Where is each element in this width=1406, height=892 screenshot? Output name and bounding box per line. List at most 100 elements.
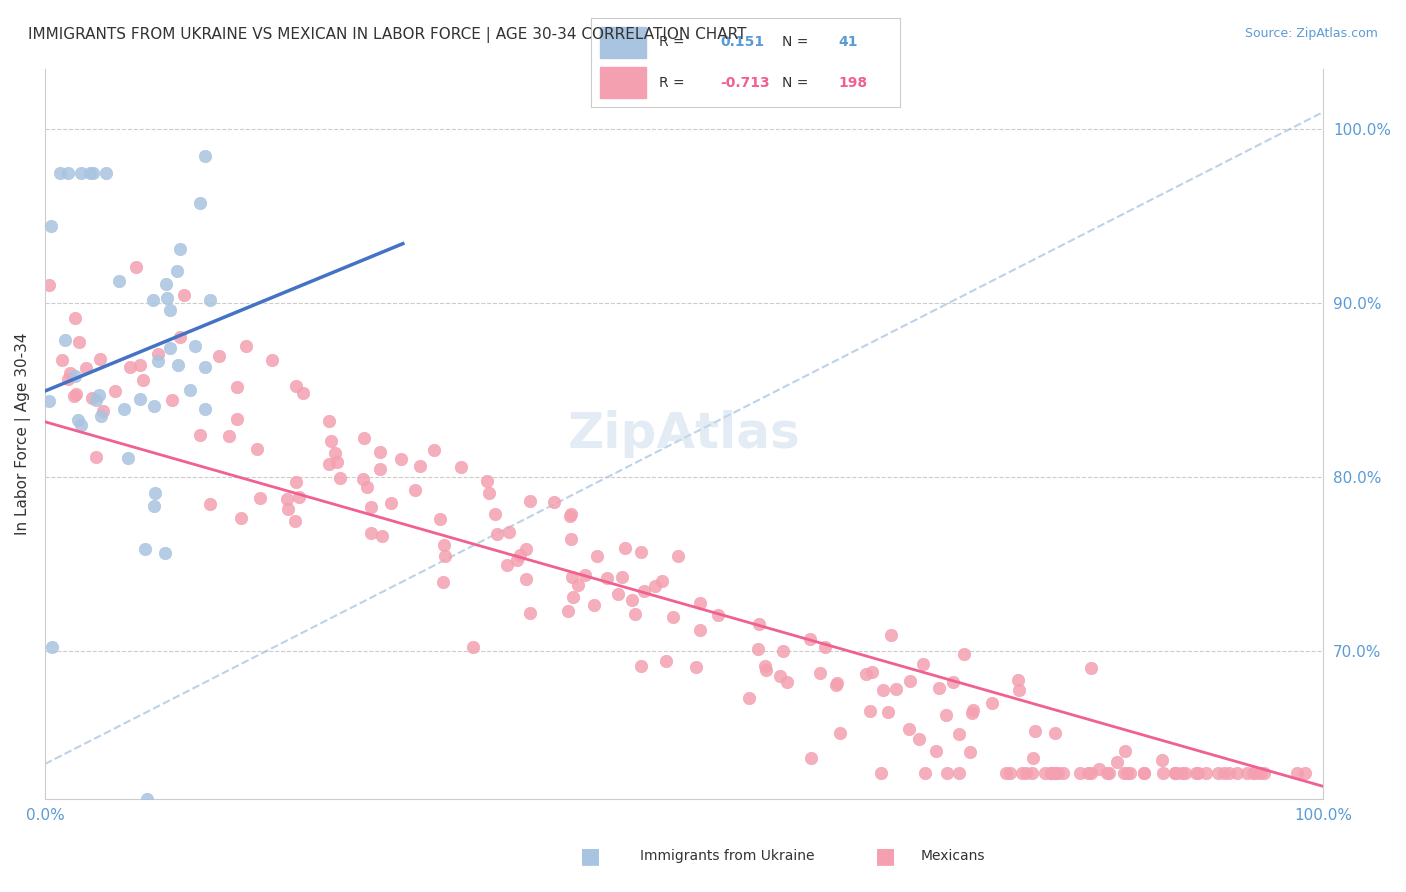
Point	[486, 527, 509, 541]
Point	[65, 369, 87, 384]
Point	[1206, 765, 1229, 780]
Text: 0.151: 0.151	[720, 35, 765, 49]
Point	[1088, 762, 1111, 776]
Point	[89, 388, 111, 402]
Point	[288, 490, 311, 504]
Point	[188, 428, 211, 442]
Point	[329, 470, 352, 484]
Text: ZipAtlas: ZipAtlas	[568, 409, 800, 458]
Text: IMMIGRANTS FROM UKRAINE VS MEXICAN IN LABOR FORCE | AGE 30-34 CORRELATION CHART: IMMIGRANTS FROM UKRAINE VS MEXICAN IN LA…	[28, 27, 747, 43]
Text: R =: R =	[658, 76, 685, 90]
Point	[429, 512, 451, 526]
Point	[1152, 765, 1174, 780]
Point	[666, 549, 689, 563]
Point	[948, 765, 970, 780]
Point	[877, 705, 900, 719]
Point	[475, 475, 498, 489]
Point	[651, 574, 673, 588]
Point	[155, 277, 177, 291]
Point	[409, 459, 432, 474]
Point	[218, 429, 240, 443]
Point	[655, 654, 678, 668]
Point	[169, 330, 191, 344]
Point	[1098, 765, 1121, 780]
Point	[776, 674, 799, 689]
Point	[962, 703, 984, 717]
Text: Source: ZipAtlas.com: Source: ZipAtlas.com	[1244, 27, 1378, 40]
Point	[543, 495, 565, 509]
Point	[586, 549, 609, 563]
Point	[160, 393, 183, 408]
Point	[65, 387, 87, 401]
Point	[53, 334, 76, 348]
Point	[1033, 765, 1056, 780]
Point	[118, 360, 141, 375]
Point	[872, 682, 894, 697]
Point	[104, 384, 127, 398]
Point	[69, 166, 91, 180]
Point	[515, 572, 537, 586]
Point	[936, 765, 959, 780]
Point	[1008, 683, 1031, 698]
Point	[285, 379, 308, 393]
Point	[799, 632, 821, 647]
Point	[142, 293, 165, 307]
Point	[561, 591, 583, 605]
Point	[82, 166, 104, 180]
Point	[1043, 765, 1066, 780]
Point	[633, 584, 655, 599]
Point	[318, 414, 340, 428]
Point	[1115, 765, 1137, 780]
Point	[1294, 765, 1316, 780]
Point	[159, 341, 181, 355]
Point	[86, 393, 108, 408]
Point	[90, 409, 112, 423]
Point	[1095, 765, 1118, 780]
Point	[948, 726, 970, 740]
Point	[131, 373, 153, 387]
Point	[1133, 765, 1156, 780]
Point	[1195, 765, 1218, 780]
Point	[173, 288, 195, 302]
Text: Immigrants from Ukraine: Immigrants from Ukraine	[640, 849, 814, 863]
Point	[461, 640, 484, 655]
Point	[1171, 765, 1194, 780]
Point	[79, 166, 101, 180]
Point	[108, 274, 131, 288]
Point	[772, 644, 794, 658]
Point	[63, 311, 86, 326]
Point	[58, 366, 80, 380]
Point	[607, 587, 630, 601]
Point	[825, 676, 848, 690]
Point	[1024, 723, 1046, 738]
Point	[561, 570, 583, 584]
Point	[994, 765, 1017, 780]
Point	[574, 568, 596, 582]
Point	[371, 529, 394, 543]
Point	[404, 483, 426, 497]
Point	[56, 372, 79, 386]
Point	[38, 393, 60, 408]
Point	[1249, 765, 1271, 780]
Point	[1021, 765, 1043, 780]
Point	[89, 352, 111, 367]
Point	[706, 607, 728, 622]
Point	[1077, 765, 1099, 780]
Point	[148, 353, 170, 368]
Point	[169, 242, 191, 256]
Point	[1046, 765, 1069, 780]
Point	[1243, 765, 1265, 780]
Point	[1118, 765, 1140, 780]
Text: N =: N =	[782, 35, 808, 49]
Point	[1107, 755, 1129, 769]
Point	[1114, 765, 1136, 780]
Point	[41, 219, 63, 233]
Point	[495, 558, 517, 572]
Point	[167, 358, 190, 372]
Text: ■: ■	[876, 847, 896, 866]
Point	[755, 663, 778, 677]
Point	[194, 402, 217, 417]
Point	[914, 765, 936, 780]
Point	[318, 457, 340, 471]
Point	[620, 593, 643, 607]
